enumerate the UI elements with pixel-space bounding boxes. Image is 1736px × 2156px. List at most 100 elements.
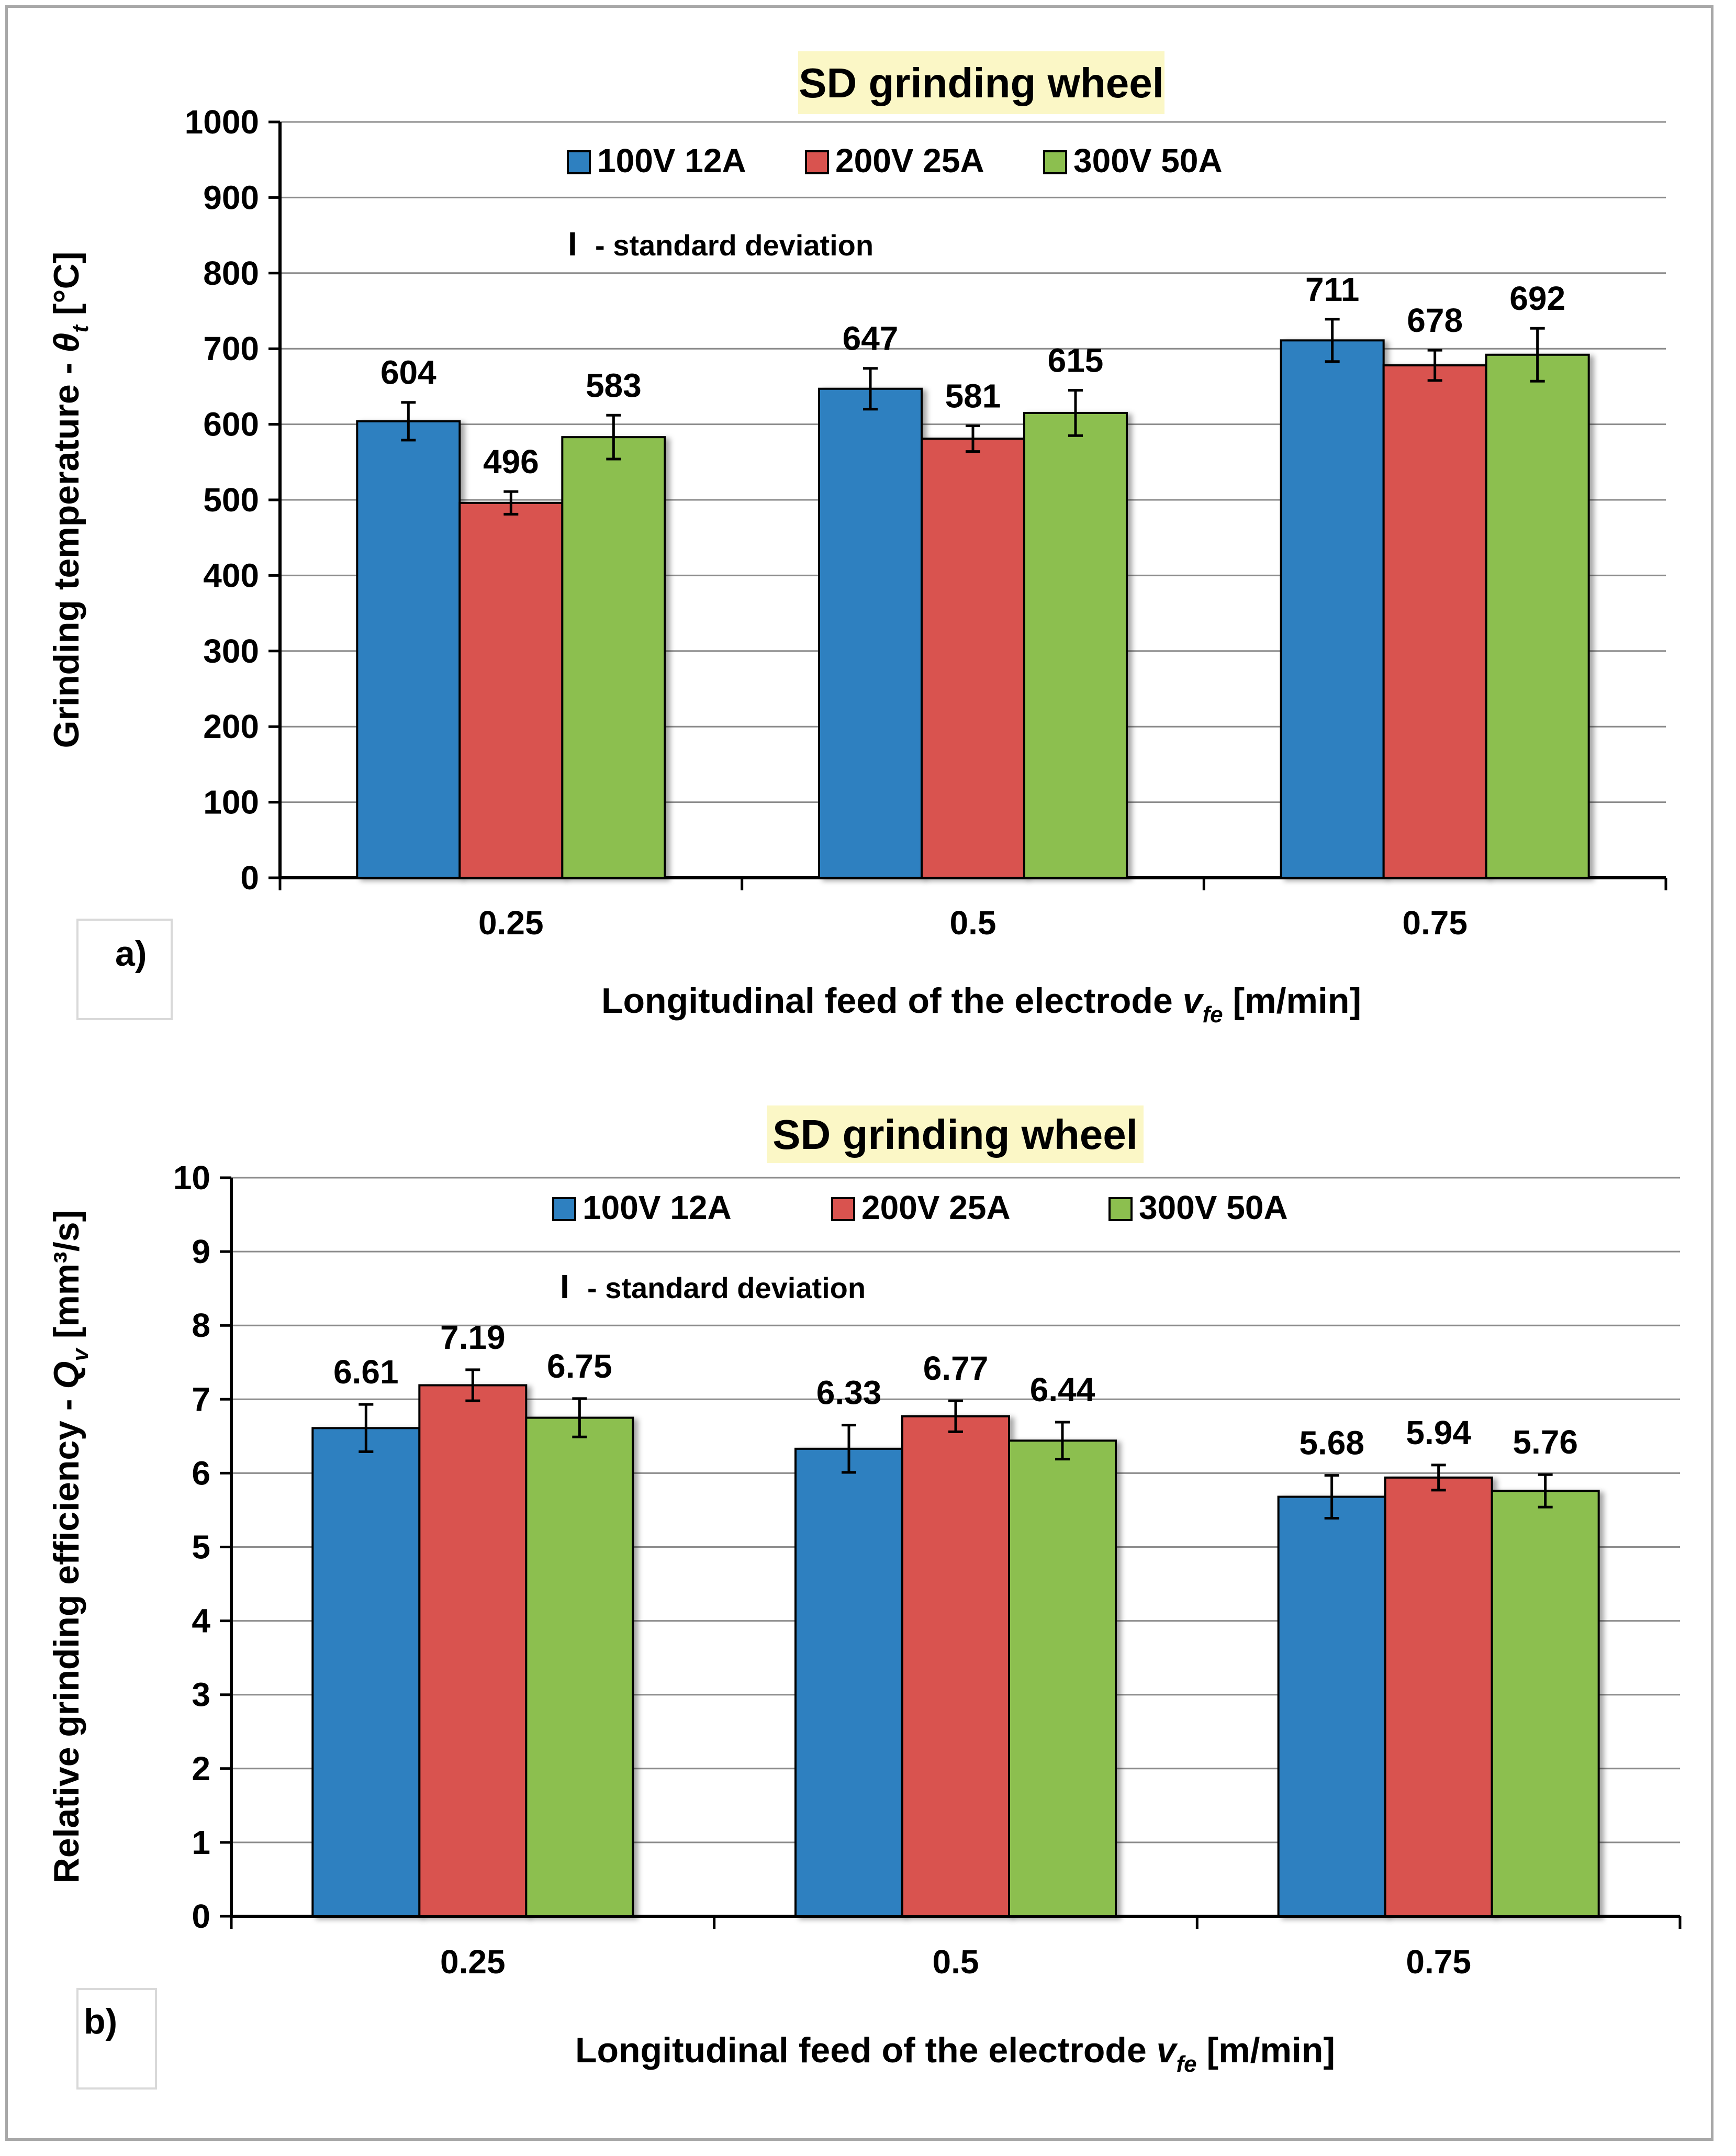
x-axis-label-unit: [m/min] <box>1223 981 1361 1021</box>
y-tick-label: 2 <box>192 1750 210 1788</box>
panel-label: a) <box>115 934 147 974</box>
legend-label: 100V 12A <box>597 142 746 180</box>
bar <box>1008 1439 1117 1917</box>
y-tick-label: 0 <box>240 859 259 897</box>
y-tick-label: 900 <box>203 178 259 216</box>
data-label: 615 <box>1048 342 1104 379</box>
x-category-label: 0.5 <box>950 904 996 942</box>
y-tick-label: 400 <box>203 556 259 594</box>
data-label: 6.44 <box>1030 1371 1095 1409</box>
legend-swatch <box>805 150 829 174</box>
y-axis-label: Grinding temperature - θt [°C] <box>47 252 93 749</box>
x-axis-label-main: Longitudinal feed of the electrode <box>601 981 1183 1021</box>
data-label: 647 <box>843 320 899 358</box>
bar <box>1384 1476 1493 1917</box>
sd-note: - standard deviation <box>587 1271 866 1304</box>
y-tick-label: 100 <box>203 784 259 821</box>
data-label: 496 <box>483 443 539 481</box>
x-axis-label-subscript: fe <box>1202 1002 1223 1027</box>
data-label: 5.94 <box>1406 1414 1471 1451</box>
y-tick-label: 9 <box>192 1233 210 1270</box>
x-category-label: 0.75 <box>1406 1943 1471 1981</box>
chart-title: SD grinding wheel <box>772 1111 1138 1158</box>
bar <box>901 1415 1010 1917</box>
x-category-label: 0.25 <box>440 1943 506 1981</box>
y-tick-label: 500 <box>203 481 259 519</box>
bar <box>1382 364 1487 879</box>
y-axis-label-unit: [°C] <box>47 252 86 325</box>
y-tick-label: 5 <box>192 1528 210 1566</box>
legend-swatch <box>552 1197 576 1221</box>
x-axis-label: Longitudinal feed of the electrode vfe [… <box>601 981 1361 1027</box>
bar <box>1485 353 1590 879</box>
chart-title: SD grinding wheel <box>799 60 1164 106</box>
legend-label: 200V 25A <box>861 1189 1011 1226</box>
data-label: 581 <box>945 377 1001 415</box>
x-axis-label: Longitudinal feed of the electrode vfe [… <box>575 2030 1335 2077</box>
data-label: 604 <box>380 354 436 392</box>
data-label: 711 <box>1305 271 1359 308</box>
y-tick-label: 700 <box>203 330 259 367</box>
y-tick-label: 4 <box>192 1602 210 1640</box>
y-tick-label: 3 <box>192 1676 210 1714</box>
y-tick-label: 8 <box>192 1306 210 1344</box>
data-label: 678 <box>1407 301 1463 339</box>
y-axis-label-main: Grinding temperature - <box>47 353 86 749</box>
y-tick-label: 0 <box>192 1897 210 1935</box>
data-label: 6.61 <box>333 1353 399 1391</box>
y-axis-label: Relative grinding efficiency - Qv [mm³/s… <box>47 1210 93 1884</box>
bar <box>311 1427 421 1918</box>
x-axis-label-symbol: v <box>1157 2030 1178 2070</box>
bar <box>525 1416 634 1917</box>
legend-swatch <box>831 1197 855 1221</box>
y-tick-label: 800 <box>203 254 259 292</box>
bar <box>418 1384 528 1917</box>
legend-label: 300V 50A <box>1139 1189 1288 1226</box>
x-axis-label-symbol: v <box>1183 981 1204 1021</box>
y-tick-label: 1 <box>192 1824 210 1861</box>
data-label: 7.19 <box>440 1319 506 1356</box>
bar <box>1491 1490 1600 1917</box>
x-axis-label-main: Longitudinal feed of the electrode <box>575 2030 1157 2070</box>
x-category-label: 0.25 <box>478 904 544 942</box>
y-tick-label: 6 <box>192 1454 210 1492</box>
legend-label: 300V 50A <box>1073 142 1223 180</box>
data-label: 5.68 <box>1299 1424 1364 1462</box>
legend-label: 100V 12A <box>583 1189 732 1226</box>
data-label: 5.76 <box>1513 1423 1578 1461</box>
bar <box>794 1447 903 1917</box>
y-axis-label-main: Relative grinding efficiency - <box>47 1389 86 1884</box>
panel-label-box <box>76 919 173 1020</box>
chart-title-box <box>767 1105 1144 1163</box>
data-label: 692 <box>1509 280 1565 317</box>
legend-swatch <box>1108 1197 1133 1221</box>
sd-note: - standard deviation <box>595 229 873 262</box>
panel-label: b) <box>84 2002 117 2041</box>
bar <box>561 436 666 879</box>
x-category-label: 0.75 <box>1402 904 1468 942</box>
bar <box>818 387 923 879</box>
bar <box>1280 339 1385 879</box>
data-label: 6.77 <box>923 1349 989 1387</box>
y-tick-label: 600 <box>203 406 259 443</box>
legend-swatch <box>1043 150 1067 174</box>
legend-swatch <box>567 150 591 174</box>
y-tick-label: 7 <box>192 1380 210 1418</box>
x-category-label: 0.5 <box>933 1943 979 1981</box>
y-axis-label-symbol: θ <box>47 333 86 353</box>
y-axis-label-subscript: v <box>68 1347 93 1361</box>
sd-symbol: I <box>568 225 577 263</box>
chart-title-box <box>798 51 1164 114</box>
legend-label: 200V 25A <box>835 142 984 180</box>
chart-panel-a: 0 100 200 300 400 500 600 700 800 900 1000 0.25 0.5 0… <box>47 51 1667 1027</box>
y-axis-label-symbol: Q <box>47 1361 86 1389</box>
y-tick-label: 300 <box>203 632 259 670</box>
bar <box>1277 1495 1386 1917</box>
chart-panel-b: 0 1 2 3 4 5 6 7 8 9 10 0.25 0.5 0.75 6.61 6.33 5.68 7.19 6… <box>47 1105 1682 2090</box>
y-axis-label-subscript: t <box>68 324 93 333</box>
sd-symbol: I <box>560 1268 569 1305</box>
x-axis-label-subscript: fe <box>1176 2051 1196 2077</box>
y-tick-label: 1000 <box>185 103 259 141</box>
data-label: 6.75 <box>547 1347 612 1385</box>
